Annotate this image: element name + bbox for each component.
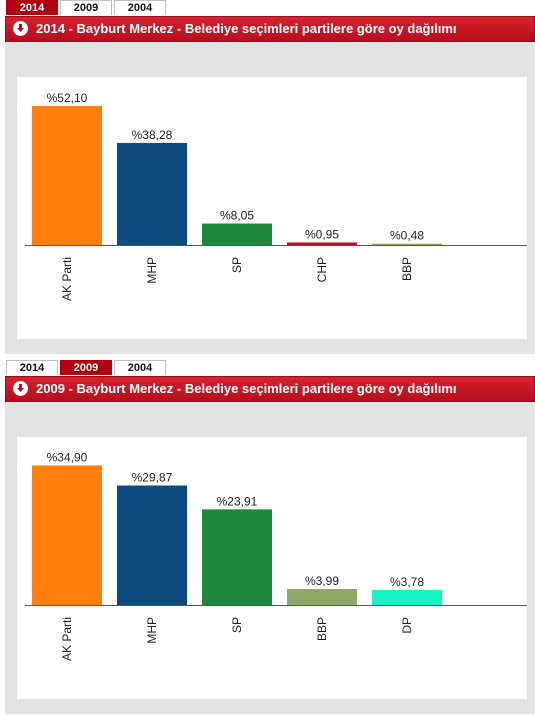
x-tick-label: SP <box>230 257 244 273</box>
data-label: %29,87 <box>132 471 173 485</box>
bar-bbp <box>372 243 442 245</box>
x-tick-label: MHP <box>145 617 159 644</box>
bar-chart-2009: %34,90 AK Parti %29,87 MHP %23,91 SP %3,99 BBP%… <box>25 450 527 661</box>
tab-2004[interactable]: 2004 <box>114 0 166 15</box>
x-tick-label: SP <box>230 617 244 633</box>
chart-title-bar: 2014 - Bayburt Merkez - Belediye seçimle… <box>5 16 535 42</box>
tab-2004[interactable]: 2004 <box>114 360 166 375</box>
tab-2014[interactable]: 2014 <box>6 360 58 375</box>
bar-bbp <box>287 589 357 605</box>
x-tick-label: CHP <box>315 257 329 282</box>
data-label: %0,95 <box>305 227 339 241</box>
year-tabs: 2014 2009 2004 <box>6 0 168 16</box>
bar-chart-2014: %52,10 AK Parti %38,28 MHP %8,05 SP %0,95 CHP %0… <box>25 91 527 301</box>
download-icon[interactable] <box>13 21 28 36</box>
x-tick-label: AK Parti <box>60 617 74 661</box>
data-label: %3,78 <box>390 575 424 589</box>
tab-2009[interactable]: 2009 <box>60 0 112 15</box>
x-tick-label: DP <box>400 617 414 634</box>
chart-title-bar: 2009 - Bayburt Merkez - Belediye seçimle… <box>5 376 535 402</box>
chart-panel-2014: 2014 2009 2004 2014 - Bayburt Merkez - B… <box>0 0 535 355</box>
tab-2009[interactable]: 2009 <box>60 360 112 375</box>
data-label: %0,48 <box>390 229 424 243</box>
data-label: %52,10 <box>47 91 88 105</box>
plot-background: %52,10 AK Parti %38,28 MHP %8,05 SP %0,95 CHP %0… <box>5 42 535 354</box>
chart-area: %34,90 AK Parti %29,87 MHP %23,91 SP %3,99 BBP%… <box>17 437 527 699</box>
bar-ak-parti <box>32 465 102 605</box>
bar-sp <box>202 223 272 245</box>
x-tick-label: MHP <box>145 257 159 284</box>
tab-2014[interactable]: 2014 <box>6 0 58 15</box>
download-icon[interactable] <box>13 381 28 396</box>
bar-chp <box>287 242 357 245</box>
x-tick-label: BBP <box>400 257 414 281</box>
data-label: %3,99 <box>305 574 339 588</box>
data-label: %23,91 <box>217 494 258 508</box>
bar-ak-parti <box>32 106 102 245</box>
year-tabs: 2014 2009 2004 <box>6 360 168 376</box>
bar-mhp <box>117 485 187 605</box>
chart-area: %52,10 AK Parti %38,28 MHP %8,05 SP %0,95 CHP %0… <box>17 77 527 339</box>
bar-dp <box>372 589 442 605</box>
chart-title: 2014 - Bayburt Merkez - Belediye seçimle… <box>36 21 457 36</box>
plot-background: %34,90 AK Parti %29,87 MHP %23,91 SP %3,99 BBP%… <box>5 402 535 714</box>
data-label: %38,28 <box>132 128 173 142</box>
bar-mhp <box>117 142 187 245</box>
x-tick-label: BBP <box>315 617 329 641</box>
bar-sp <box>202 509 272 605</box>
chart-panel-2009: 2014 2009 2004 2009 - Bayburt Merkez - B… <box>0 360 535 715</box>
data-label: %8,05 <box>220 209 254 223</box>
chart-title: 2009 - Bayburt Merkez - Belediye seçimle… <box>36 381 457 396</box>
x-tick-label: AK Parti <box>60 257 74 301</box>
data-label: %34,90 <box>47 450 88 464</box>
